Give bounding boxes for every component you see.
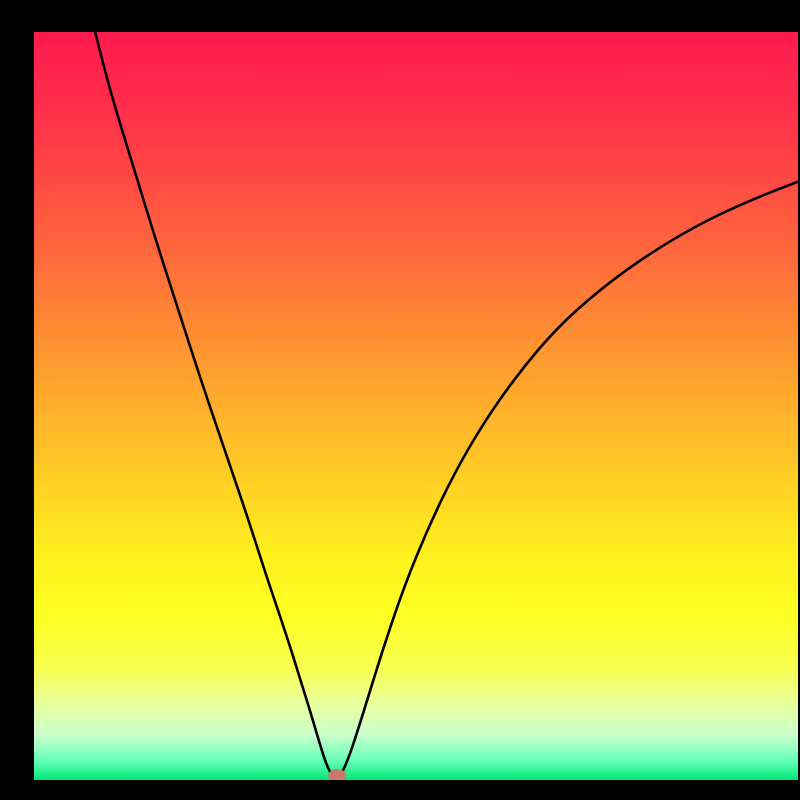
optimum-marker: [329, 769, 347, 780]
bottleneck-curve: [34, 32, 798, 780]
curve-path: [95, 32, 798, 779]
frame-border-bottom: [0, 780, 800, 800]
frame-border-left: [0, 0, 34, 800]
frame-border-top: [0, 0, 800, 32]
plot-area: [34, 32, 798, 780]
